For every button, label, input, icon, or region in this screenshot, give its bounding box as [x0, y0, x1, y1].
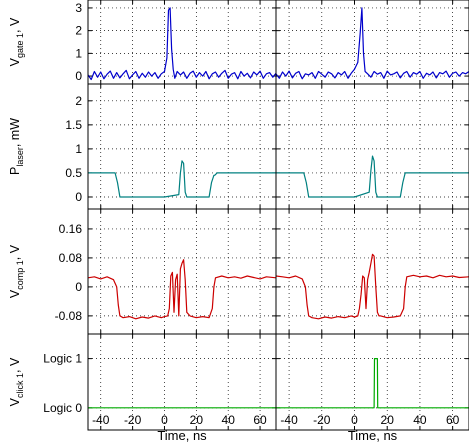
series-line-click-2 [276, 358, 469, 409]
axes-frame [275, 83, 469, 210]
panel-laser-col-2 [275, 83, 469, 210]
y-tick-label: 1 [75, 46, 82, 60]
series-line-gate-1 [87, 7, 277, 81]
panel-click: Logic 0 Logic 1 Vclick 1, V [8, 333, 469, 431]
x-tick-label: 20 [190, 413, 204, 427]
panel-gate-col-1 [87, 0, 277, 85]
y-tick-label: 0 [75, 280, 82, 294]
panel-comp: -0.08 0 0.08 0.16 Vcomp 1, V [8, 208, 469, 335]
x-tick-label: -40 [92, 413, 110, 427]
y-axis-label-gate: Vgate 1, V [8, 17, 25, 66]
axes-frame [275, 333, 469, 431]
x-tick-label: 40 [222, 413, 236, 427]
x-axis-label-2: Time, ns [348, 428, 398, 443]
panel-click-col-1 [87, 333, 277, 431]
y-axis-label-laser: Plaser, mW [8, 118, 25, 175]
y-axis-label-click: Vclick 1, V [8, 357, 25, 406]
y-tick-label: Logic 1 [43, 352, 82, 366]
x-tick-label: -20 [313, 413, 331, 427]
x-tick-label: 40 [413, 413, 427, 427]
series-line-gate-2 [275, 7, 469, 80]
y-tick-label: 0.16 [59, 222, 83, 236]
axes-frame [275, 0, 469, 85]
axes-frame [87, 333, 277, 431]
series-line-laser-2 [276, 155, 469, 198]
x-axis-label-1: Time, ns [157, 428, 207, 443]
axes-frame [87, 208, 277, 335]
x-tick-label: -20 [124, 413, 142, 427]
x-tick-label: 0 [351, 413, 358, 427]
y-tick-label: 2 [75, 94, 82, 108]
series-line-comp-1 [87, 259, 277, 320]
panel-laser-col-1 [87, 83, 277, 210]
y-tick-label: -0.08 [55, 309, 83, 323]
series-line-comp-2 [275, 253, 469, 320]
panel-click-col-2 [275, 333, 469, 431]
y-tick-label: 2 [75, 24, 82, 38]
y-tick-label: 1.5 [65, 118, 82, 132]
y-tick-label: Logic 0 [43, 401, 82, 415]
axes-frame [87, 0, 277, 85]
panel-comp-col-2 [275, 208, 469, 335]
y-tick-label: 0 [75, 190, 82, 204]
series-line-laser-1 [88, 160, 276, 198]
y-tick-label: 0 [75, 69, 82, 83]
y-tick-label: 0.5 [65, 166, 82, 180]
y-tick-label: 1 [75, 142, 82, 156]
x-tick-label: -40 [280, 413, 298, 427]
panel-comp-col-1 [87, 208, 277, 335]
axes-frame [275, 208, 469, 335]
panel-gate-col-2 [275, 0, 469, 85]
x-tick-label: 20 [381, 413, 395, 427]
axes-frame [87, 83, 277, 210]
y-axis-label-comp: Vcomp 1, V [8, 244, 25, 298]
x-tick-label: 0 [161, 413, 168, 427]
y-tick-label: 0.08 [59, 251, 83, 265]
y-tick-label: 3 [75, 1, 82, 15]
x-tick-label: 60 [253, 413, 267, 427]
x-tick-label: 60 [446, 413, 460, 427]
panel-laser: 0 0.5 1 1.5 2 Plaser, mW [8, 83, 469, 210]
panel-gate: 0 1 2 3 Vgate 1, V [8, 0, 469, 85]
